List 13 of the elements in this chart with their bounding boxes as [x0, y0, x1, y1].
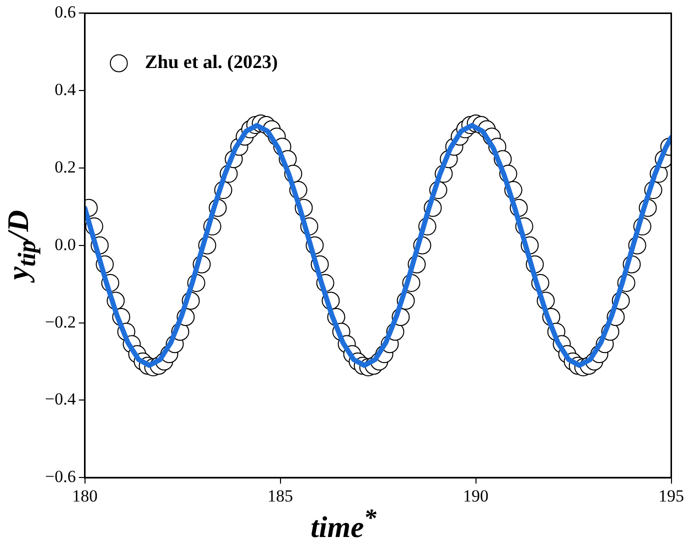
- y-tick-label: 0.0: [54, 234, 76, 254]
- x-axis-title: time$^{*}$: [310, 505, 378, 545]
- y-tick-label: 0.4: [54, 80, 76, 100]
- x-tick-label: 180: [72, 486, 98, 506]
- y-tick-label: −0.2: [44, 312, 76, 332]
- x-tick-label: 190: [463, 486, 489, 506]
- y-tick-label: 0.6: [54, 2, 76, 22]
- x-tick-label: 185: [268, 486, 294, 506]
- y-tick-label: −0.4: [44, 390, 76, 409]
- x-tick-label: 195: [658, 486, 684, 506]
- legend-label: Zhu et al. (2023): [144, 52, 278, 74]
- y-tick-label: 0.2: [54, 157, 76, 176]
- y-tick-label: −0.6: [44, 467, 76, 486]
